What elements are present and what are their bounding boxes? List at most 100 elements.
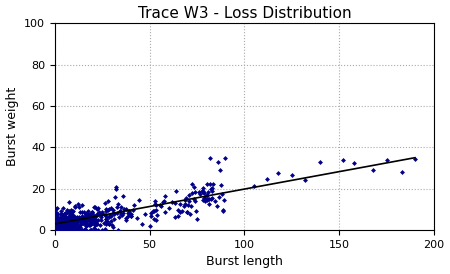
Point xyxy=(61,214,68,218)
Point xyxy=(55,228,62,232)
Point xyxy=(200,186,207,190)
Point xyxy=(58,217,65,221)
Point xyxy=(111,212,118,216)
Point xyxy=(120,194,127,198)
Point xyxy=(398,170,405,175)
Point xyxy=(106,222,113,226)
Point xyxy=(78,214,86,218)
Point xyxy=(55,228,63,232)
Point xyxy=(74,226,81,230)
Point xyxy=(64,228,71,232)
Point xyxy=(65,225,72,230)
Point xyxy=(59,222,66,226)
Point xyxy=(51,228,59,232)
Point xyxy=(411,157,418,161)
Point xyxy=(98,228,105,232)
Point xyxy=(63,227,71,232)
Point xyxy=(187,212,194,216)
Point xyxy=(152,202,159,207)
Point xyxy=(55,226,62,230)
Point xyxy=(199,190,207,194)
Point xyxy=(69,225,76,229)
Point xyxy=(60,228,68,232)
Point xyxy=(88,212,95,216)
Point xyxy=(55,226,63,230)
Point xyxy=(74,202,81,206)
Point xyxy=(67,224,74,228)
Point xyxy=(59,226,66,230)
Point xyxy=(112,185,119,189)
Point xyxy=(109,208,117,212)
Point xyxy=(288,173,295,177)
Point xyxy=(99,210,106,215)
Point xyxy=(64,225,72,230)
Point xyxy=(61,228,68,232)
Point xyxy=(76,205,83,209)
Point xyxy=(112,187,119,191)
Point xyxy=(52,228,59,232)
Point xyxy=(222,156,229,160)
Point xyxy=(220,208,227,213)
Point xyxy=(62,222,69,227)
Point xyxy=(90,214,98,218)
Point xyxy=(65,200,72,204)
Point xyxy=(192,199,199,204)
Point xyxy=(52,228,59,232)
Point xyxy=(153,218,160,222)
Point xyxy=(76,228,83,232)
Point xyxy=(130,208,137,213)
Point xyxy=(63,223,70,228)
Point xyxy=(54,226,61,230)
Point xyxy=(53,220,60,224)
Point xyxy=(76,228,83,232)
Point xyxy=(105,199,112,204)
Point xyxy=(369,168,377,172)
Title: Trace W3 - Loss Distribution: Trace W3 - Loss Distribution xyxy=(138,5,351,21)
Point xyxy=(108,214,115,219)
Point xyxy=(191,190,198,195)
Point xyxy=(56,216,63,220)
Point xyxy=(62,221,69,225)
Point xyxy=(99,210,106,215)
Point xyxy=(64,223,72,227)
Point xyxy=(66,212,73,217)
Point xyxy=(178,209,185,213)
Point xyxy=(70,214,77,218)
Point xyxy=(63,224,70,229)
Point xyxy=(68,216,76,221)
Point xyxy=(93,207,100,211)
Point xyxy=(62,222,69,227)
Point xyxy=(68,219,75,223)
Point xyxy=(60,225,67,229)
Point xyxy=(57,228,64,232)
Point xyxy=(58,217,65,221)
Point xyxy=(65,228,72,232)
Point xyxy=(58,221,66,226)
Point xyxy=(104,219,111,224)
Point xyxy=(52,222,59,226)
Point xyxy=(125,211,132,215)
Point xyxy=(201,199,208,203)
Point xyxy=(207,156,214,160)
Point xyxy=(74,222,81,226)
Point xyxy=(68,214,75,218)
Point xyxy=(59,206,67,210)
Point xyxy=(56,215,63,220)
Point xyxy=(198,189,205,194)
Point xyxy=(54,228,62,232)
Point xyxy=(188,204,195,209)
Point xyxy=(91,223,99,228)
Point xyxy=(57,222,64,226)
Point xyxy=(57,219,64,224)
Point xyxy=(55,228,62,232)
Point xyxy=(65,228,72,232)
Point xyxy=(106,213,113,218)
Point xyxy=(56,223,63,227)
Point xyxy=(59,216,66,221)
Point xyxy=(189,191,196,195)
Point xyxy=(87,228,94,232)
Point xyxy=(88,228,95,232)
Point xyxy=(68,228,75,232)
Point xyxy=(134,216,141,220)
Point xyxy=(78,228,86,232)
